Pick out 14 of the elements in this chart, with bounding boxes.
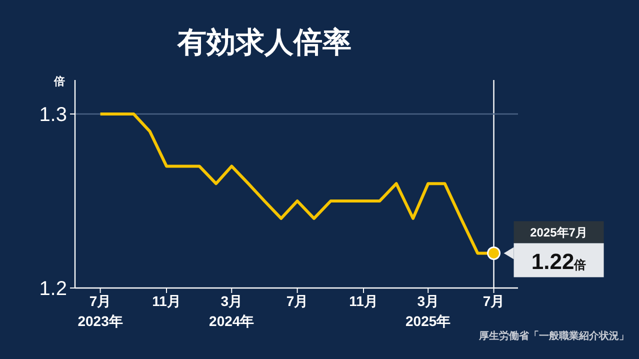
x-tick-label: 7月 2023年	[78, 293, 123, 329]
x-tick-label: 3月 2024年	[209, 293, 254, 329]
x-tick-label: 3月 2025年	[406, 293, 451, 329]
x-tick-label: 11月	[349, 293, 378, 309]
text: 1.22倍	[531, 248, 586, 274]
text: 2025年7月	[530, 225, 588, 240]
y-tick-label: 1.3	[39, 104, 67, 126]
y-axis-title: 倍	[53, 75, 65, 88]
x-tick-label: 7月	[286, 293, 308, 309]
y-tick-label: 1.2	[39, 278, 67, 300]
chart-title: 有効求人倍率	[176, 26, 352, 59]
x-tick-label: 7月	[482, 293, 505, 309]
text: 厚生労働省「一般職業紹介状況」	[478, 330, 629, 342]
x-tick-label: 11月	[152, 293, 181, 309]
